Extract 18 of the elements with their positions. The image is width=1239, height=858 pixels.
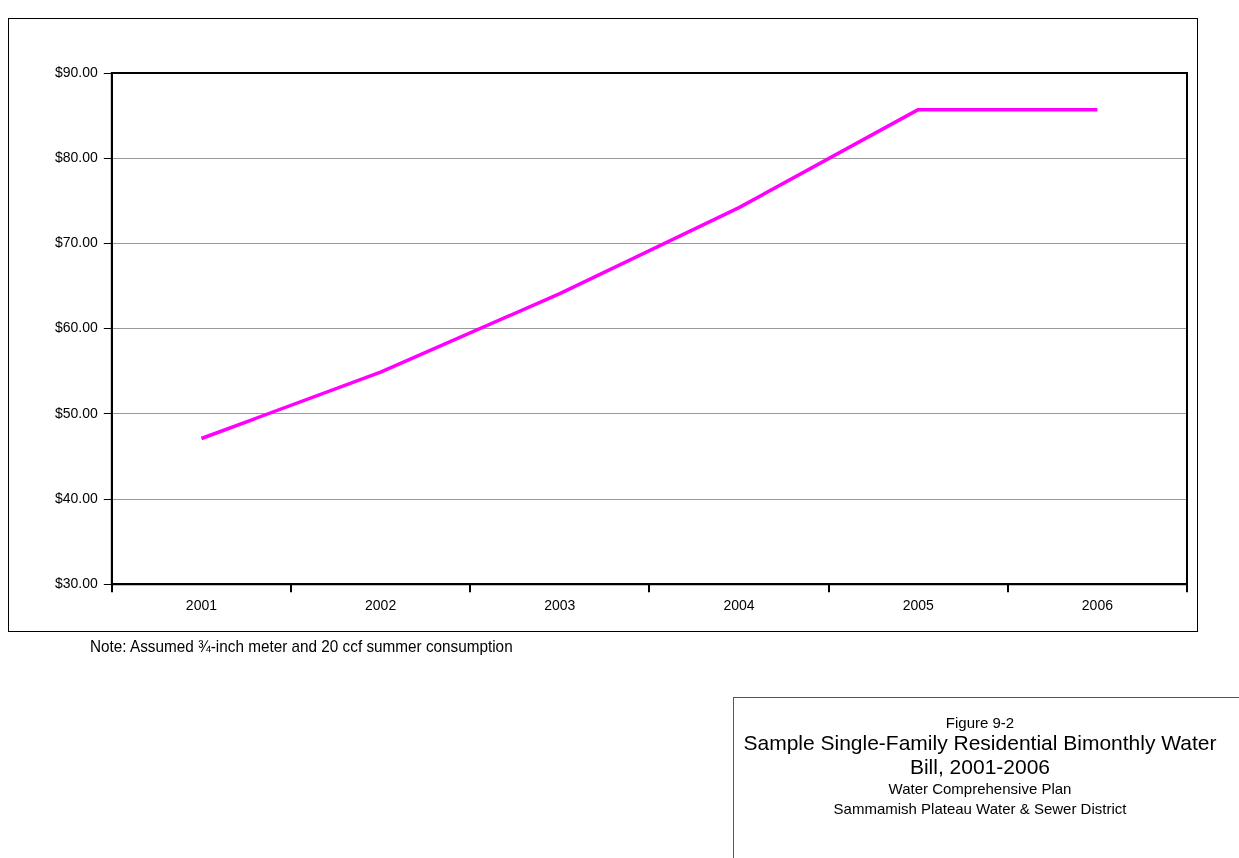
x-tick-label: 2001 xyxy=(185,597,218,614)
x-tick-label: 2006 xyxy=(1081,597,1114,614)
x-tick-label: 2003 xyxy=(544,597,576,614)
y-tick-label: $30.00 xyxy=(54,575,99,592)
y-tick-label: $90.00 xyxy=(54,63,99,80)
text: Note: Assumed ¾-inch meter and 20 ccf summer consumption xyxy=(90,637,513,657)
y-tick-label: $60.00 xyxy=(54,319,99,336)
y-tick-label: $80.00 xyxy=(54,149,99,166)
y-tick-label: $70.00 xyxy=(54,234,99,251)
x-tick-label: 2002 xyxy=(365,597,397,614)
text: Figure 9-2 xyxy=(944,714,1016,731)
text: Sample Single-Family Residential Bimonthly Water Bill, 2001-2006 xyxy=(742,731,1218,779)
y-tick-label: $40.00 xyxy=(54,489,99,506)
x-tick-label: 2004 xyxy=(723,597,755,614)
text: Water Comprehensive Plan xyxy=(887,779,1073,799)
y-tick-label: $50.00 xyxy=(54,404,99,421)
x-tick-label: 2005 xyxy=(902,597,934,614)
text: Sammamish Plateau Water & Sewer District xyxy=(832,799,1128,819)
